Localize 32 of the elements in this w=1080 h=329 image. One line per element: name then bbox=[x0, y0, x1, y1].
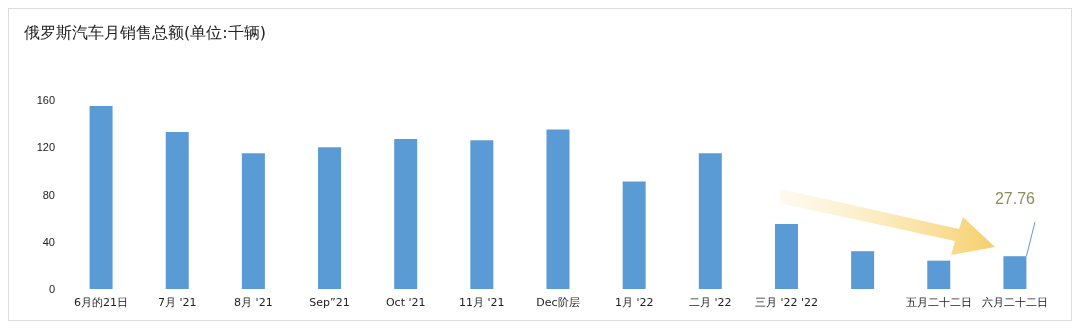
y-tick-label: 120 bbox=[36, 141, 55, 154]
bar bbox=[546, 129, 570, 289]
x-tick-label: 1月 '22 bbox=[614, 296, 654, 309]
x-tick-label: 五月二十二日 bbox=[905, 296, 972, 309]
bar bbox=[89, 105, 113, 289]
bar bbox=[165, 131, 189, 289]
x-tick-label: Sep”21 bbox=[309, 296, 350, 309]
bar bbox=[774, 224, 798, 289]
y-tick-label: 40 bbox=[42, 235, 55, 248]
bar bbox=[470, 140, 494, 289]
chart-title: 俄罗斯汽车月销售总额(单位:千辆) bbox=[24, 22, 266, 42]
bar bbox=[622, 181, 646, 289]
data-label: 27.76 bbox=[994, 189, 1036, 207]
bar bbox=[241, 153, 265, 289]
x-tick-label: 六月二十二日 bbox=[981, 296, 1048, 309]
x-tick-label: 11月 '21 bbox=[459, 296, 505, 309]
x-tick-label: 8月 '21 bbox=[234, 296, 273, 309]
x-tick-label: 6月的21日 bbox=[74, 296, 129, 309]
y-tick-label: 80 bbox=[42, 188, 55, 201]
x-tick-label: 7月 '21 bbox=[157, 296, 197, 309]
x-tick-label: 二月 '22 bbox=[689, 296, 732, 309]
x-tick-label: Dec阶层 bbox=[536, 296, 580, 309]
bar bbox=[1003, 256, 1027, 289]
bar bbox=[318, 147, 342, 289]
x-tick-label: 三月 '22 '22 bbox=[754, 296, 818, 309]
bar bbox=[927, 260, 951, 289]
bar bbox=[394, 138, 418, 289]
bar bbox=[698, 153, 722, 289]
x-tick-label: Oct '21 bbox=[385, 296, 426, 309]
y-tick-label: 0 bbox=[48, 283, 55, 295]
bar bbox=[851, 251, 875, 289]
y-tick-label: 160 bbox=[36, 94, 55, 106]
